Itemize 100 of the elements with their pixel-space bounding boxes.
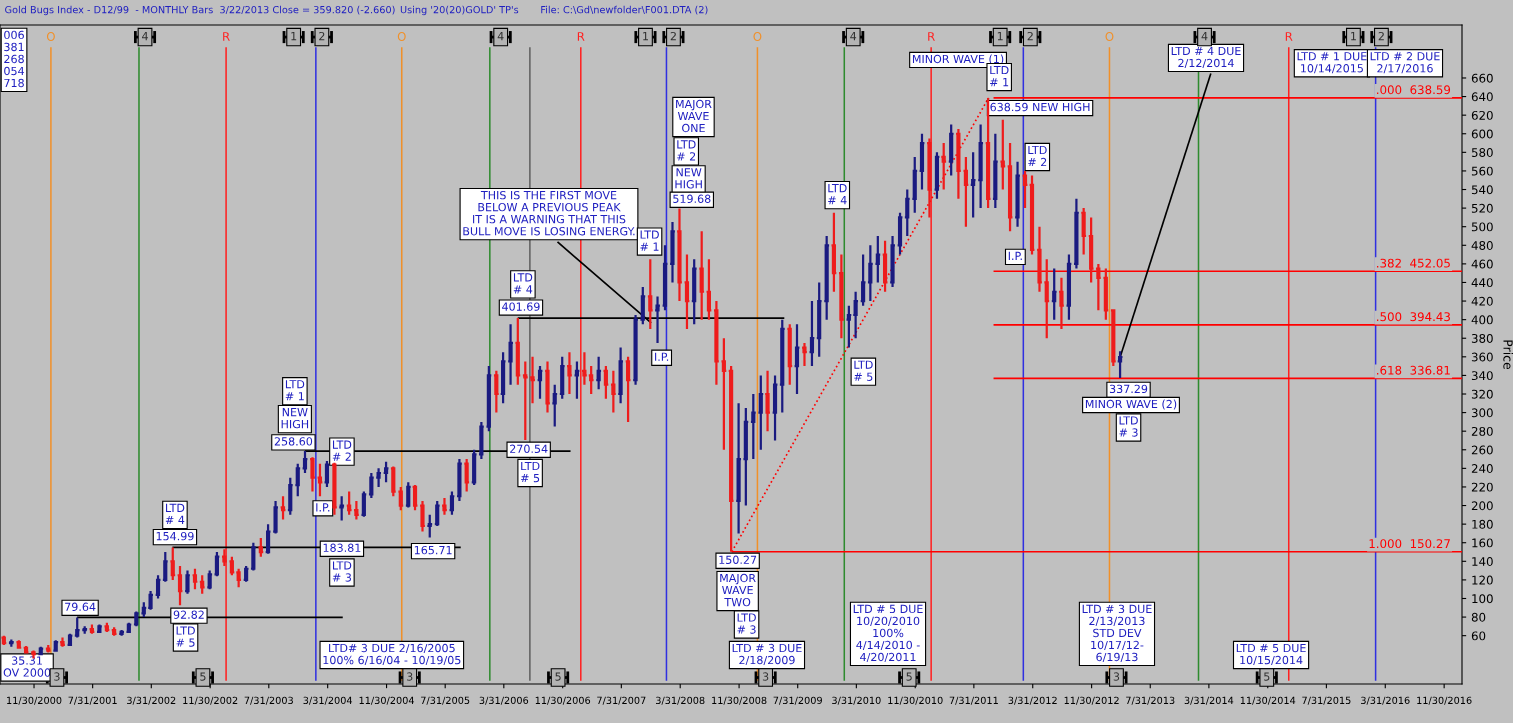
candlestick	[654, 295, 662, 344]
annotation: LTD# 3 DUE 2/16/2005 100% 6/16/04 - 10/19/05	[323, 643, 461, 666]
candlestick	[999, 118, 1007, 191]
annotation: I.P.	[1008, 251, 1022, 260]
annotation: 2	[670, 31, 676, 41]
ref-line-label: R	[223, 32, 230, 41]
candlestick	[617, 346, 625, 405]
candlestick	[220, 548, 228, 568]
annotation: 270.54	[510, 444, 548, 453]
annotation: LTD # 1 DUE 10/14/2015	[1297, 52, 1367, 74]
annotation: NEW HIGH	[281, 408, 309, 429]
candlestick	[646, 258, 654, 331]
candlestick	[764, 369, 772, 433]
candlestick	[345, 490, 353, 516]
annotation: LTD # 4	[513, 273, 533, 294]
candlestick	[889, 234, 897, 289]
annotation: 1	[1351, 32, 1356, 41]
y-tick-label: 120	[1472, 575, 1493, 585]
candlestick	[845, 304, 853, 349]
candlestick	[808, 299, 816, 368]
x-tick-label: 11/30/2002	[183, 696, 238, 705]
candlestick	[514, 316, 522, 386]
candlestick	[1021, 169, 1029, 210]
candlestick	[118, 628, 126, 637]
candlestick	[330, 461, 338, 516]
candlestick	[521, 360, 529, 442]
ref-line-label: O	[397, 32, 406, 41]
candlestick	[793, 323, 801, 396]
candlestick	[925, 137, 933, 219]
candlestick	[507, 323, 515, 386]
candlestick	[375, 467, 383, 489]
x-tick-label: 11/30/2016	[1417, 696, 1472, 705]
ref-line-label: O	[46, 32, 55, 41]
candlestick	[911, 155, 919, 214]
y-tick-label: 640	[1471, 92, 1493, 102]
candlestick	[690, 258, 698, 326]
x-tick-label: 11/30/2000	[7, 696, 62, 705]
candlestick	[977, 123, 985, 210]
annotation: LTD # 2 DUE 2/17/2016	[1370, 52, 1440, 74]
candlestick	[624, 355, 632, 423]
y-tick-label: 540	[1471, 185, 1493, 195]
candlestick	[352, 499, 360, 521]
annotation: 638.59 NEW HIGH	[990, 102, 1090, 112]
annotation: 154.99	[156, 531, 194, 541]
y-tick-label: 460	[1471, 259, 1493, 269]
x-tick-label: 7/31/2007	[597, 696, 646, 705]
ref-line-label: R	[928, 32, 935, 41]
candlestick	[440, 496, 448, 516]
candlestick	[720, 337, 728, 451]
y-tick-label: 580	[1471, 148, 1493, 157]
series-label: .382 452.05	[1377, 258, 1450, 268]
y-tick-label: 620	[1471, 110, 1493, 120]
candlestick	[698, 230, 706, 321]
annotation: LTD # 5	[854, 360, 873, 381]
candlestick	[191, 567, 199, 591]
annotation: 3	[407, 672, 413, 681]
annotation: 2	[319, 31, 325, 41]
candlestick	[418, 499, 427, 533]
y-tick-label: 500	[1471, 222, 1493, 232]
candlestick	[602, 365, 610, 400]
candlestick	[1080, 207, 1088, 256]
annotation: 5	[1264, 672, 1270, 681]
annotation: 3	[762, 672, 769, 681]
chart-subtitle: Using '20(20)GOLD' TP's File: C:\Gd\newfolder\F001.DTA (2)	[400, 5, 708, 16]
annotation: NEW HIGH	[675, 168, 702, 189]
candlestick	[1043, 258, 1051, 340]
candlestick	[110, 626, 118, 637]
annotation: LTD # 5 DUE 10/15/2014	[1236, 643, 1306, 666]
annotation: 006 381 268 054 718	[4, 30, 25, 88]
candlestick	[272, 499, 280, 535]
candlestick	[1014, 160, 1022, 228]
candlestick	[140, 601, 148, 619]
candlestick	[573, 360, 581, 400]
annotation: 337.29	[1109, 384, 1148, 394]
candlestick	[338, 495, 346, 522]
annotation: LTD # 3	[332, 561, 352, 582]
x-tick-label: 11/30/2012	[1064, 696, 1119, 705]
ref-line-label: R	[1285, 32, 1293, 41]
x-tick-label: 3/31/2012	[1008, 696, 1057, 705]
y-tick-label: 660	[1471, 73, 1493, 83]
x-tick-label: 11/30/2006	[535, 696, 591, 705]
annotation: LTD # 4	[828, 184, 847, 205]
annotation: I.P.	[316, 503, 330, 512]
annotation: 183.81	[323, 543, 361, 552]
candlestick	[830, 211, 838, 293]
candlestick	[918, 132, 926, 191]
x-tick-label: 3/31/2016	[1361, 696, 1410, 705]
annotation: 5	[555, 672, 561, 681]
y-tick-label: 400	[1471, 315, 1493, 325]
candlestick	[866, 244, 874, 303]
x-tick-label: 11/30/2010	[888, 696, 943, 705]
candlestick	[969, 151, 977, 219]
y-tick-label: 520	[1471, 203, 1493, 213]
candlestick	[1094, 262, 1102, 312]
x-tick-label: 3/31/2014	[1184, 696, 1234, 705]
candlestick	[169, 546, 177, 582]
candlestick	[565, 351, 573, 396]
annotation: 1	[291, 32, 297, 41]
annotation: LTD # 3 DUE 2/13/2013 STD DEV 10/17/12- 6/19/13	[1082, 604, 1152, 663]
candlestick	[712, 299, 720, 386]
